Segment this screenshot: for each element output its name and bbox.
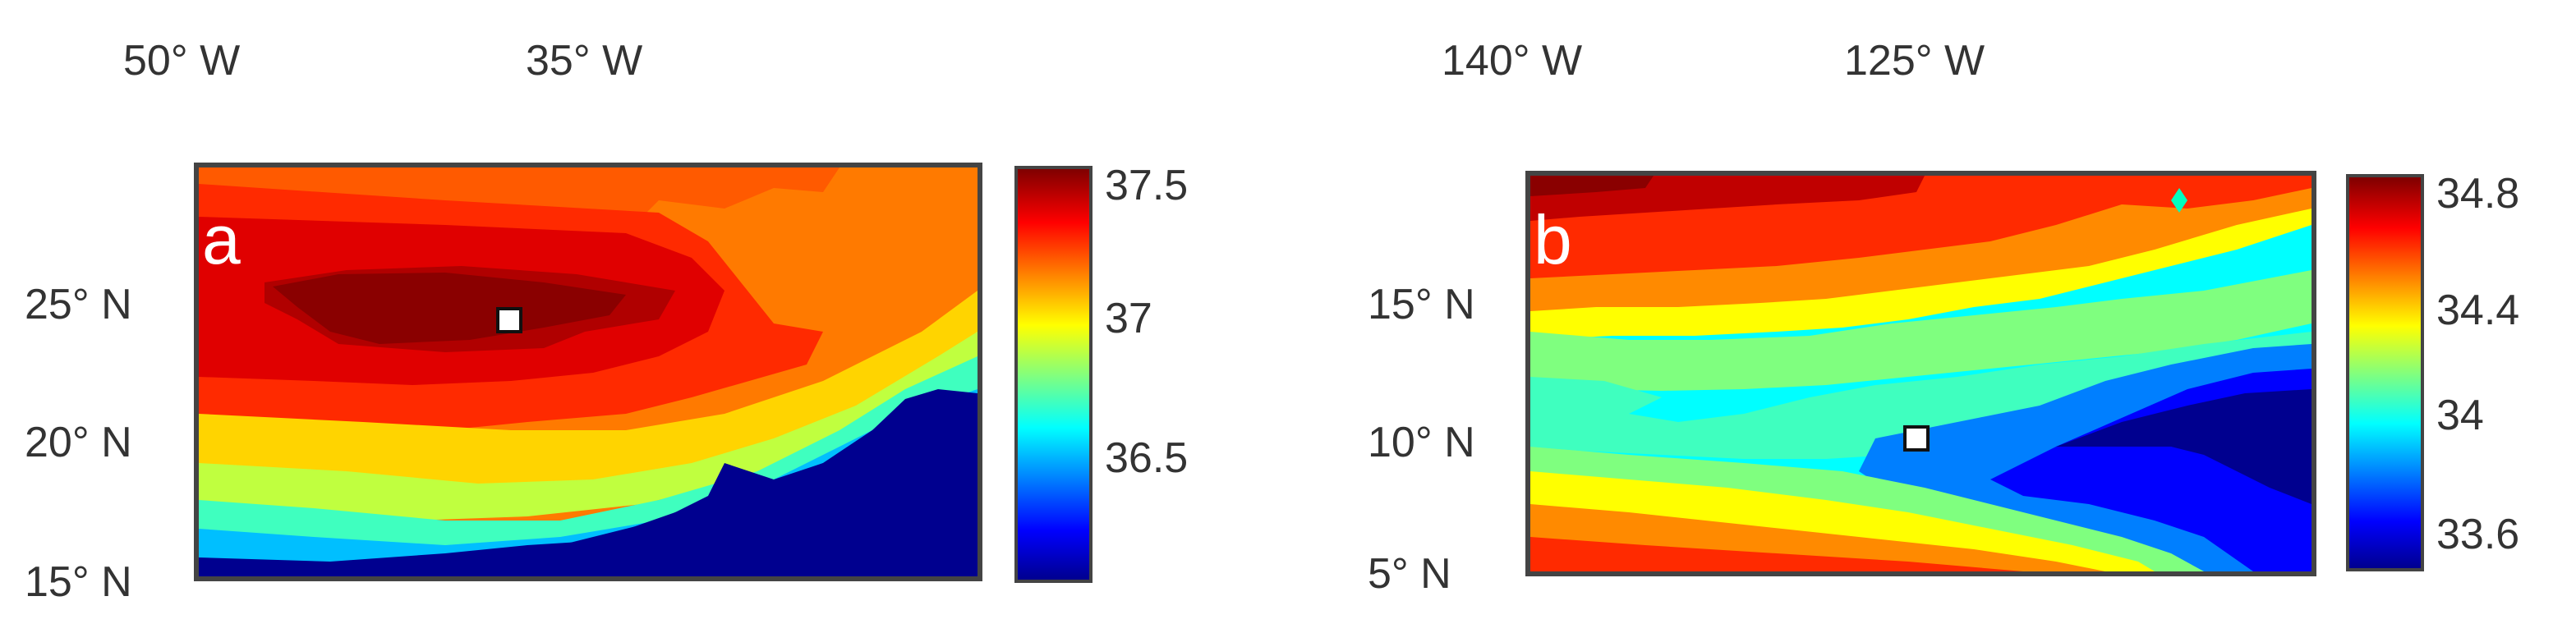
salinity-field-b	[1530, 176, 2312, 571]
lat-label-25n: 25° N	[25, 281, 132, 328]
station-marker-a	[496, 307, 522, 333]
lat-label-15n: 15° N	[25, 558, 132, 606]
lat-label-5n: 5° N	[1368, 550, 1451, 598]
colorbar-a-tick-label-37: 37	[1105, 295, 1152, 342]
lat-label-15n: 15° N	[1368, 281, 1475, 328]
colorbar-a-tick-label-36-5: 36.5	[1105, 434, 1189, 482]
colorbar-a-tick-label-37-5: 37.5	[1105, 162, 1189, 209]
salinity-map-a: a	[194, 163, 982, 581]
salinity-field-a	[199, 167, 978, 576]
panel-letter-a: a	[202, 201, 241, 278]
lon-label-140w: 140° W	[1442, 37, 1583, 85]
panel-letter-b: b	[1534, 201, 1572, 278]
colorbar-b-tick-label-34-8: 34.8	[2436, 170, 2520, 218]
lat-label-10n: 10° N	[1368, 419, 1475, 466]
lon-label-35w: 35° W	[526, 37, 643, 85]
colorbar-b-tick-label-34-4: 34.4	[2436, 287, 2520, 334]
station-marker-b	[1903, 425, 1930, 452]
lat-label-20n: 20° N	[25, 419, 132, 466]
colorbar-b	[2346, 174, 2424, 571]
colorbar-a	[1014, 166, 1092, 583]
salinity-map-b: b	[1525, 171, 2316, 576]
colorbar-b-tick-label-33-6: 33.6	[2436, 511, 2520, 558]
colorbar-b-tick-label-34: 34	[2436, 392, 2484, 439]
lon-label-50w: 50° W	[123, 37, 241, 85]
lon-label-125w: 125° W	[1844, 37, 1985, 85]
